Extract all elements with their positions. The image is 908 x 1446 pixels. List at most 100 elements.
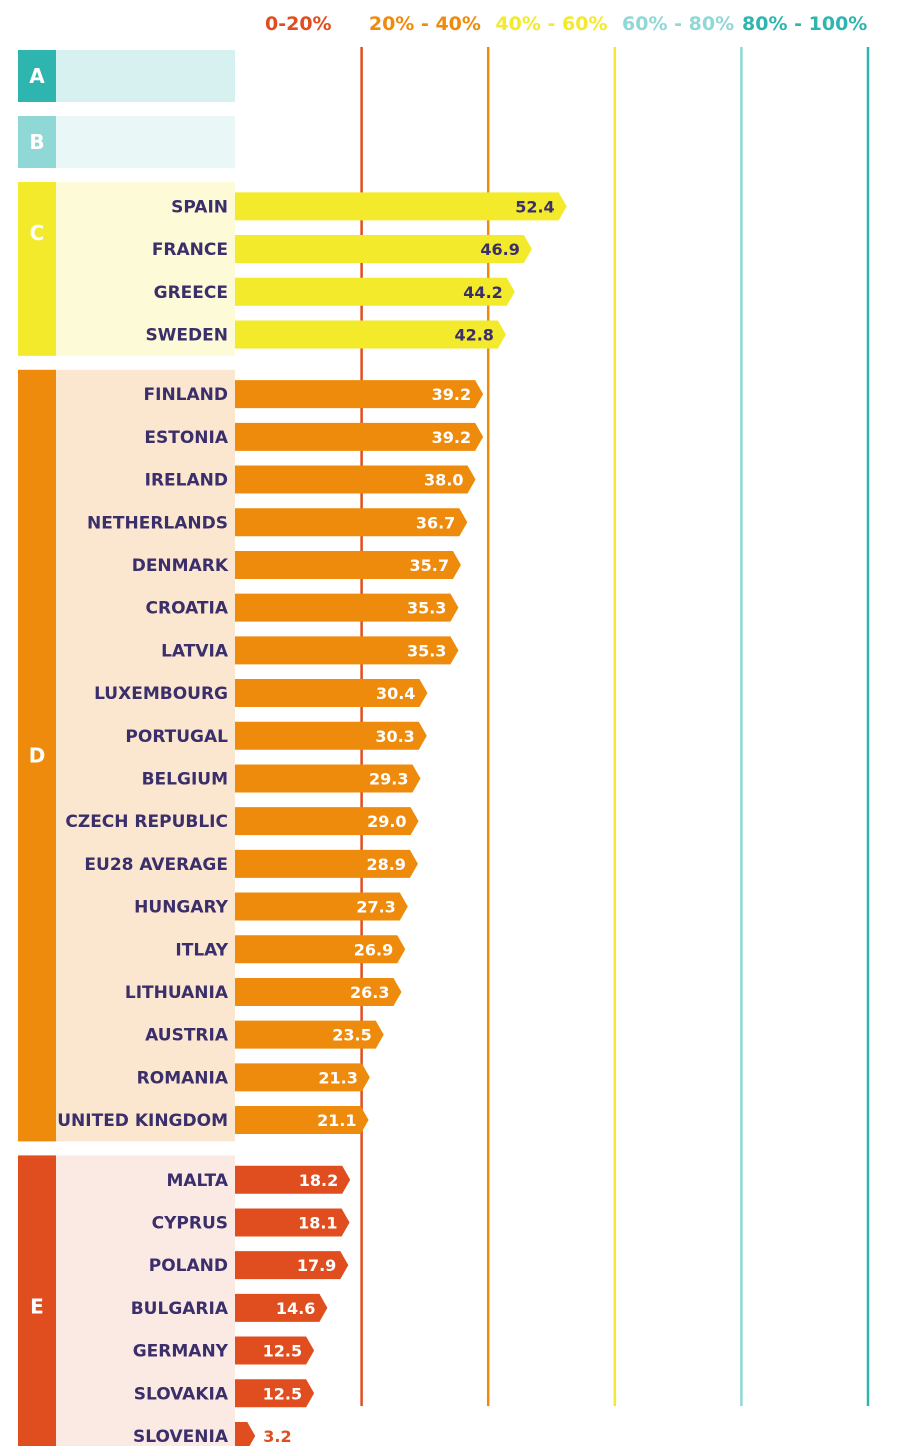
bar xyxy=(235,1421,256,1446)
legend-label: 0-20% xyxy=(265,13,332,35)
bar xyxy=(235,636,459,665)
bar xyxy=(235,1336,315,1365)
bar xyxy=(235,721,427,750)
bar xyxy=(235,807,419,836)
value-label: 21.1 xyxy=(317,1111,356,1130)
country-label: SLOVAKIA xyxy=(134,1384,229,1404)
bar xyxy=(235,550,461,579)
value-label: 46.9 xyxy=(480,240,519,259)
bar xyxy=(235,508,468,537)
value-label: 29.3 xyxy=(369,769,408,788)
category-background xyxy=(56,182,235,356)
value-label: 12.5 xyxy=(263,1384,302,1403)
country-label: SWEDEN xyxy=(145,325,228,345)
bar xyxy=(235,892,408,921)
value-label: 18.1 xyxy=(298,1213,337,1232)
legend-label: 20% - 40% xyxy=(369,13,481,35)
category-strip xyxy=(18,182,56,356)
value-label: 17.9 xyxy=(297,1256,336,1275)
bar xyxy=(235,422,484,451)
bar xyxy=(235,465,476,494)
category-background xyxy=(56,50,235,102)
legend-label: 60% - 80% xyxy=(622,13,734,35)
value-label: 21.3 xyxy=(318,1068,357,1087)
country-label: SLOVENIA xyxy=(133,1427,229,1446)
category-groups: A B C D E xyxy=(18,50,235,1446)
country-label: CROATIA xyxy=(146,599,229,619)
category-background xyxy=(56,116,235,168)
country-label: LUXEMBOURG xyxy=(94,684,228,704)
bar xyxy=(235,935,406,964)
value-label: 3.2 xyxy=(263,1427,291,1446)
category-strip xyxy=(18,116,56,168)
bar xyxy=(235,277,515,306)
country-label: ESTONIA xyxy=(144,428,228,448)
country-label: FINLAND xyxy=(144,385,229,405)
bar xyxy=(235,1293,328,1322)
bar xyxy=(235,1251,349,1280)
value-label: 35.3 xyxy=(407,641,446,660)
value-label: 35.3 xyxy=(407,599,446,618)
bar xyxy=(235,1208,350,1237)
value-label: 14.6 xyxy=(276,1299,315,1318)
value-label: 38.0 xyxy=(424,471,463,490)
country-label: CZECH REPUBLIC xyxy=(65,812,228,832)
value-label: 42.8 xyxy=(454,325,493,344)
country-label: GREECE xyxy=(154,283,228,303)
bar xyxy=(235,380,484,409)
value-label: 18.2 xyxy=(299,1171,338,1190)
country-label: PORTUGAL xyxy=(125,727,228,747)
bar xyxy=(235,593,459,622)
country-label: EU28 AVERAGE xyxy=(84,855,228,875)
value-label: 30.3 xyxy=(375,727,414,746)
bar xyxy=(235,1063,370,1092)
country-label: CYPRUS xyxy=(152,1213,228,1233)
country-label: ITLAY xyxy=(175,940,228,960)
bar xyxy=(235,679,428,708)
category-strip xyxy=(18,50,56,102)
country-label: LATVIA xyxy=(161,641,229,661)
bar xyxy=(235,192,567,221)
category-background xyxy=(56,1155,235,1446)
value-label: 12.5 xyxy=(263,1342,302,1361)
bar xyxy=(235,977,402,1006)
value-label: 27.3 xyxy=(356,898,395,917)
country-label: ROMANIA xyxy=(137,1068,229,1088)
legend: 0-20% 20% - 40% 40% - 60% 60% - 80% 80% - 10… xyxy=(265,13,867,35)
bar xyxy=(235,320,506,349)
bar xyxy=(235,849,418,878)
bar xyxy=(235,764,421,793)
value-label: 52.4 xyxy=(515,197,554,216)
category-background xyxy=(56,369,235,1142)
legend-label: 40% - 60% xyxy=(495,13,607,35)
country-label: MALTA xyxy=(166,1171,228,1191)
country-label: BULGARIA xyxy=(131,1299,229,1319)
value-label: 36.7 xyxy=(416,513,455,532)
country-label: POLAND xyxy=(149,1256,228,1276)
value-label: 29.0 xyxy=(367,812,406,831)
country-label: SPAIN xyxy=(171,197,228,217)
country-label: UNITED KINGDOM xyxy=(57,1111,228,1131)
value-label: 35.7 xyxy=(409,556,448,575)
country-label: DENMARK xyxy=(132,556,229,576)
category-letter: D xyxy=(29,744,46,768)
value-label: 26.9 xyxy=(354,940,393,959)
value-label: 44.2 xyxy=(463,283,502,302)
bar xyxy=(235,1379,315,1408)
bar xyxy=(235,1020,384,1049)
country-label: LITHUANIA xyxy=(125,983,229,1003)
category-letter: C xyxy=(30,221,45,245)
country-label: FRANCE xyxy=(152,240,228,260)
bars: SPAIN 52.4 FRANCE 46.9 GREECE 44.2 SWEDEN 42.8 F… xyxy=(57,192,567,1446)
value-label: 28.9 xyxy=(366,855,405,874)
value-label: 26.3 xyxy=(350,983,389,1002)
country-label: HUNGARY xyxy=(134,898,229,918)
value-label: 39.2 xyxy=(432,428,471,447)
bar xyxy=(235,235,532,264)
category-letter: B xyxy=(29,130,44,154)
category-letter: A xyxy=(29,64,45,88)
country-label: GERMANY xyxy=(133,1342,229,1362)
country-label: NETHERLANDS xyxy=(87,513,228,533)
country-label: BELGIUM xyxy=(142,769,228,789)
